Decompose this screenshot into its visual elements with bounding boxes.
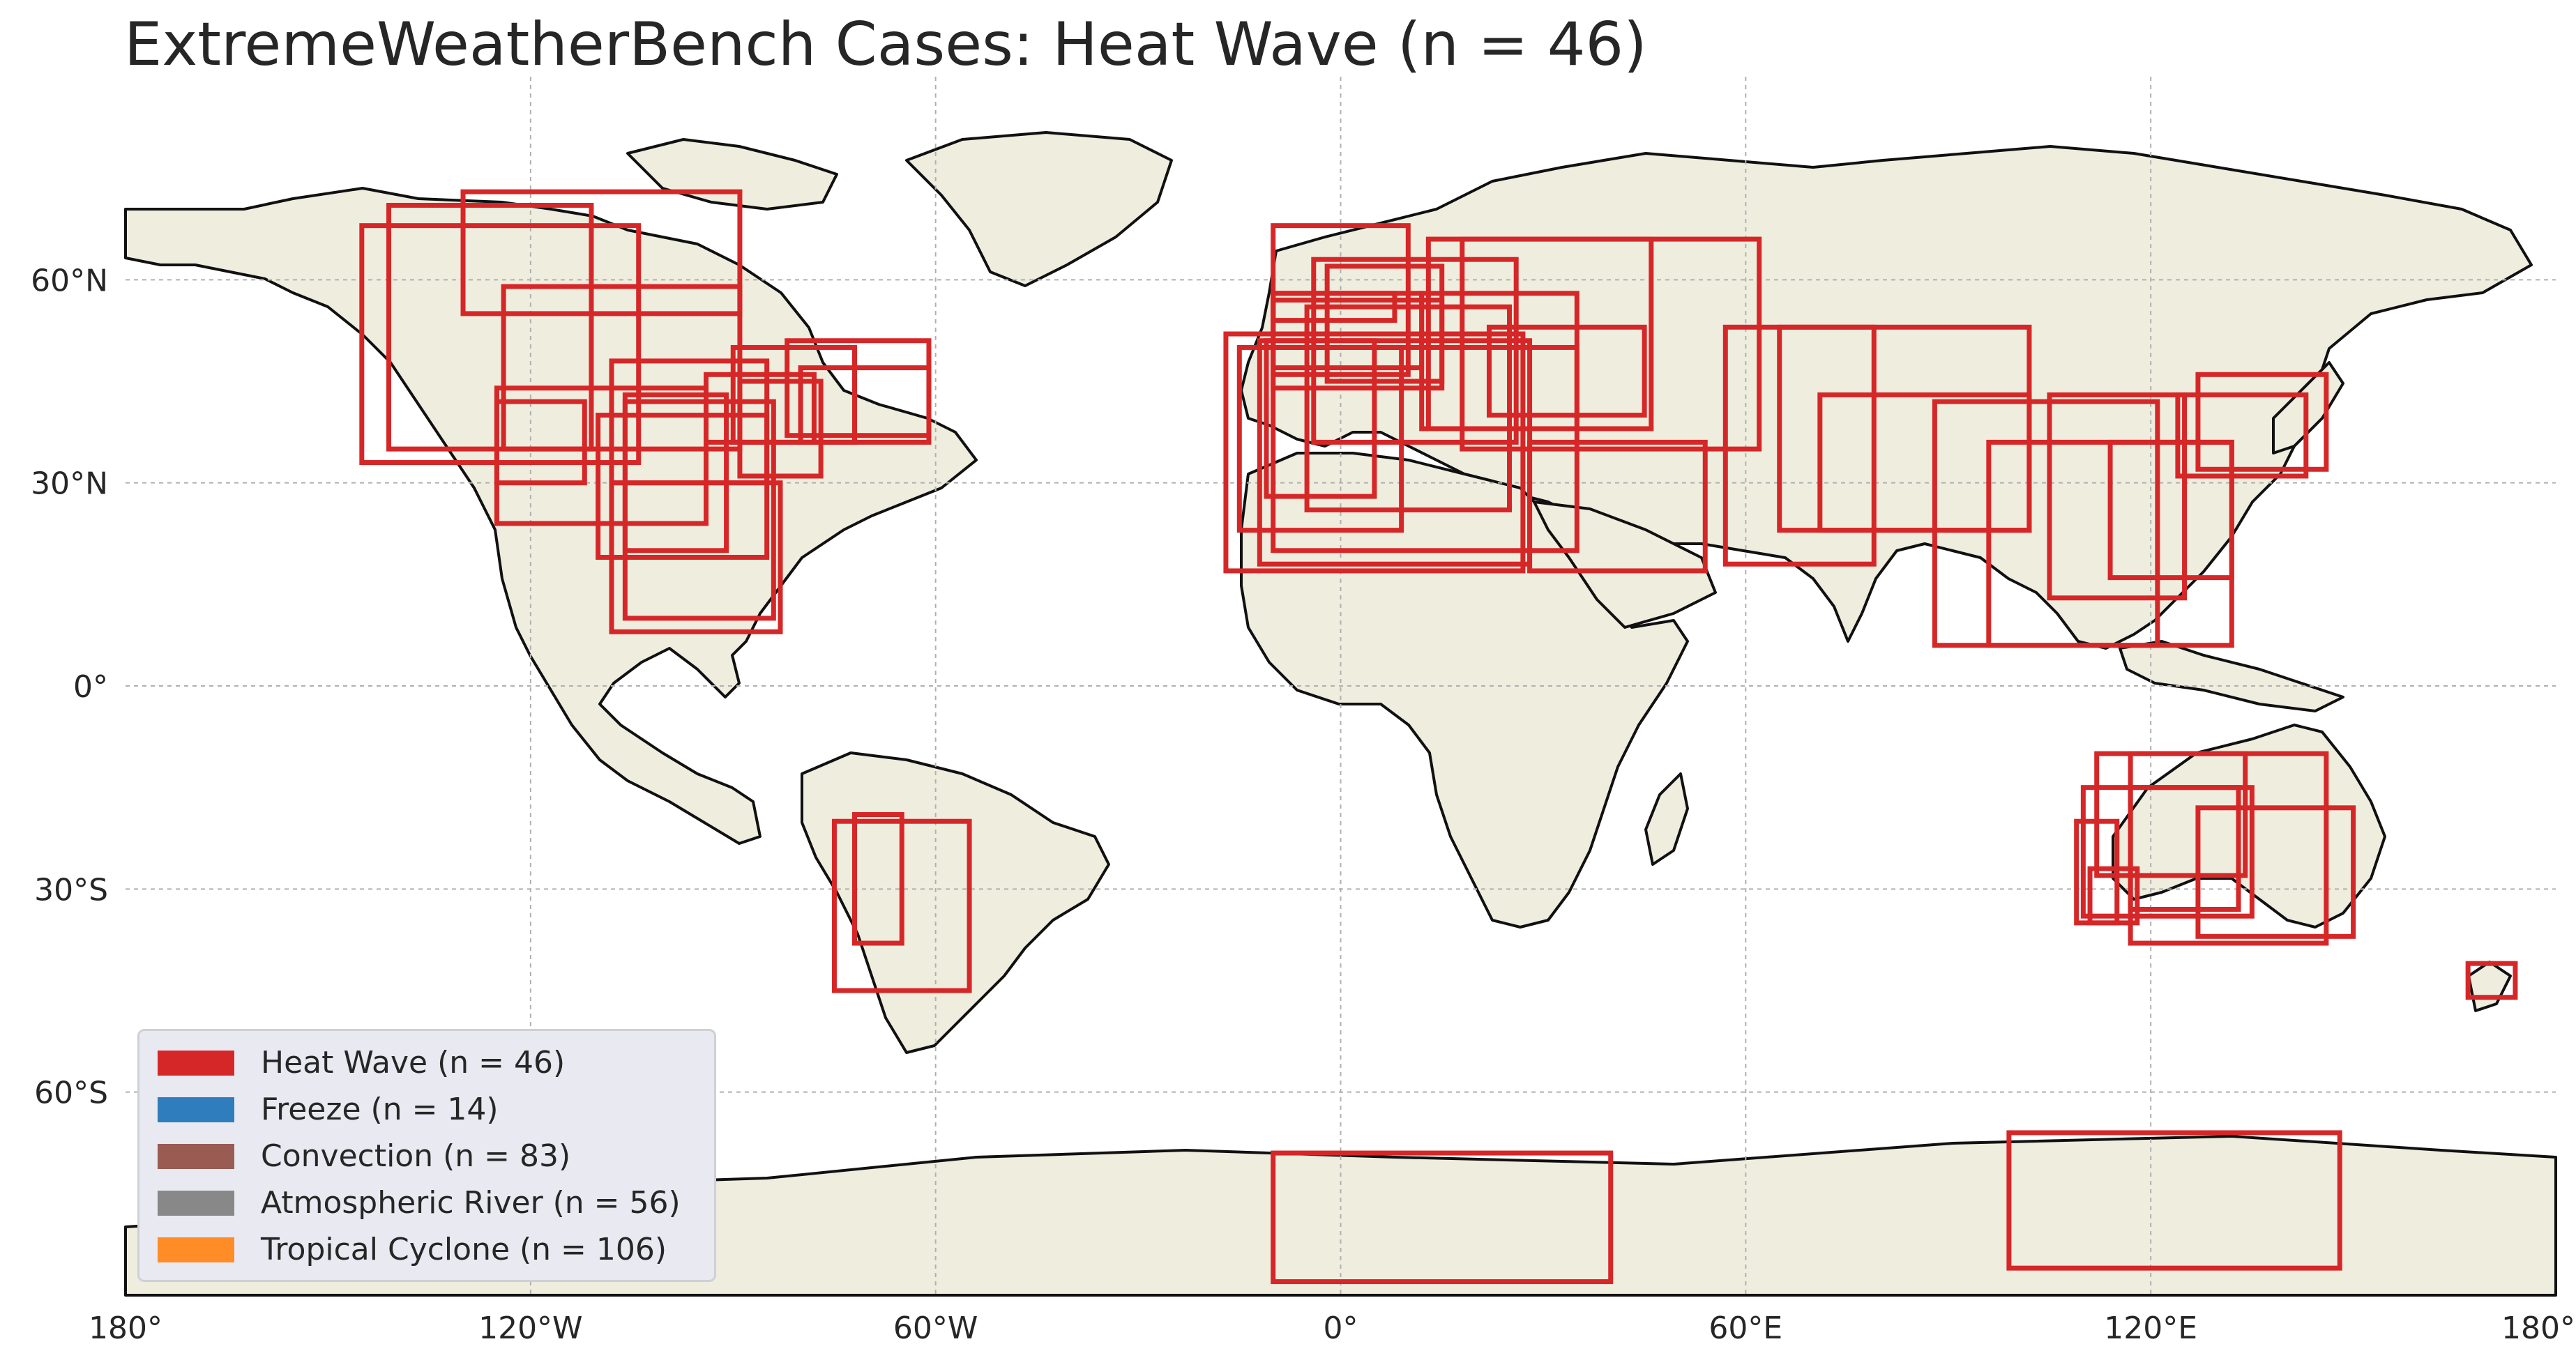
heat-wave-case-box — [359, 223, 642, 466]
heat-wave-case-box — [1986, 439, 2234, 648]
heat-wave-case-box — [730, 344, 857, 445]
y-tick-label: 30°N — [31, 466, 108, 502]
heat-wave-case-box — [2047, 392, 2188, 601]
map-title: ExtremeWeatherBench Cases: Heat Wave (n … — [124, 10, 1647, 79]
heat-wave-case-box — [737, 379, 824, 479]
x-tick-label: 60°E — [1709, 1311, 1782, 1346]
heat-wave-case-box — [596, 413, 770, 560]
heat-wave-case-box — [494, 385, 709, 526]
legend-label-atmospheric-river: Atmospheric River (n = 56) — [261, 1185, 681, 1221]
heat-wave-case-box — [386, 203, 594, 452]
heat-wave-case-box — [622, 399, 776, 621]
heat-wave-case-box — [1460, 236, 1762, 452]
legend-item-tropical-cyclone: Tropical Cyclone (n = 106) — [158, 1226, 667, 1273]
tick-labels: 180° 120°W 60°W 0° 60°E 120°E 180° 60°N 30°N 0° 30… — [31, 263, 2575, 1346]
land-south-america — [801, 751, 1110, 1054]
heat-wave-case-box — [2087, 866, 2140, 926]
heat-wave-case-box — [1324, 264, 1445, 384]
heat-wave-boxes — [359, 189, 2518, 1285]
legend-swatch-convection — [158, 1143, 234, 1169]
heat-wave-case-box — [1271, 1150, 1614, 1285]
heat-wave-case-box — [1486, 324, 1647, 418]
legend-label-convection: Convection (n = 83) — [261, 1138, 571, 1174]
legend-label-heat-wave: Heat Wave (n = 46) — [261, 1045, 566, 1080]
x-tick-label: 180° — [2501, 1311, 2575, 1346]
y-tick-label: 0° — [73, 669, 108, 705]
heat-wave-case-box — [1419, 291, 1579, 432]
y-tick-label: 60°S — [34, 1076, 108, 1111]
y-tick-label: 60°N — [31, 263, 108, 298]
heat-wave-case-box — [460, 189, 743, 316]
heat-wave-case-box — [2195, 372, 2329, 472]
legend-swatch-heat-wave — [158, 1050, 234, 1076]
legend-swatch-atmospheric-river — [158, 1190, 234, 1216]
legend-swatch-tropical-cyclone — [158, 1237, 234, 1262]
legend-item-freeze: Freeze (n = 14) — [158, 1086, 499, 1133]
legend-swatch-freeze — [158, 1097, 234, 1122]
land-north-america — [124, 187, 978, 845]
x-tick-label: 180° — [89, 1311, 162, 1346]
heat-wave-case-box — [501, 284, 743, 452]
heat-wave-case-box — [798, 365, 932, 445]
heat-wave-case-box — [1527, 439, 1708, 574]
heat-wave-case-box — [1223, 331, 1526, 574]
heat-wave-case-box — [1311, 257, 1519, 445]
heat-wave-case-box — [1304, 304, 1513, 513]
heat-wave-case-box — [609, 480, 783, 634]
legend-label-freeze: Freeze (n = 14) — [261, 1092, 499, 1127]
heat-wave-case-box — [2006, 1130, 2342, 1271]
x-tick-label: 120°W — [478, 1311, 583, 1346]
x-tick-label: 60°W — [893, 1311, 978, 1346]
x-tick-label: 0° — [1324, 1311, 1358, 1346]
heat-wave-case-box — [2175, 392, 2309, 479]
heat-wave-case-box — [2195, 805, 2356, 939]
legend-item-convection: Convection (n = 83) — [158, 1133, 570, 1179]
heat-wave-case-box — [852, 812, 904, 946]
heat-wave-case-box — [2094, 751, 2248, 878]
x-tick-label: 120°E — [2104, 1311, 2197, 1346]
y-tick-label: 30°S — [34, 872, 108, 908]
legend-item-atmospheric-river: Atmospheric River (n = 56) — [158, 1179, 681, 1226]
heat-wave-case-box — [2080, 785, 2255, 919]
land-madagascar — [1644, 772, 1689, 866]
legend-label-tropical-cyclone: Tropical Cyclone (n = 106) — [261, 1232, 667, 1267]
land-eurasia — [1240, 145, 2533, 650]
land-greenland — [905, 131, 1173, 287]
heat-wave-case-box — [2465, 961, 2518, 1000]
legend: Heat Wave (n = 46) Freeze (n = 14) Conve… — [137, 1029, 716, 1282]
heat-wave-case-box — [1777, 324, 2032, 533]
legend-item-heat-wave: Heat Wave (n = 46) — [158, 1039, 565, 1086]
